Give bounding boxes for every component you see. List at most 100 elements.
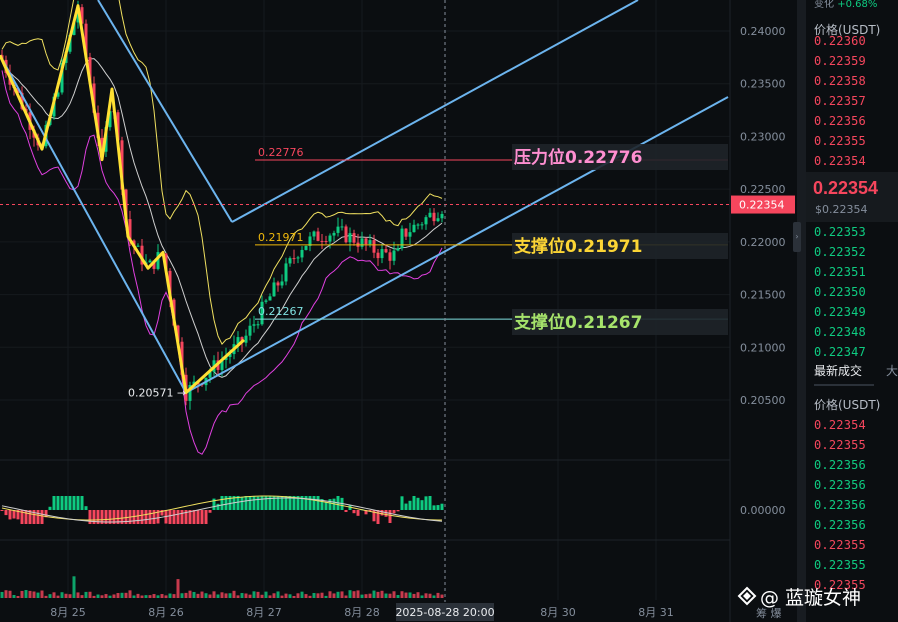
bid-row[interactable]: 0.22347 xyxy=(814,345,866,359)
panel-divider xyxy=(797,0,806,622)
level-tag-box xyxy=(512,233,728,259)
volume-bar xyxy=(344,595,348,598)
trade-row[interactable]: 0.22355 xyxy=(814,438,866,452)
candle-up xyxy=(412,224,416,233)
macd-bar xyxy=(320,499,324,510)
macd-bar xyxy=(48,506,52,510)
trade-row[interactable]: 0.22355 xyxy=(814,538,866,552)
trade-row[interactable]: 0.22354 xyxy=(814,418,866,432)
candle-down xyxy=(404,228,408,237)
volume-bar xyxy=(404,592,408,598)
price-tick-label: 0.21000 xyxy=(740,341,786,354)
macd-bar xyxy=(184,510,188,524)
bid-row[interactable]: 0.22351 xyxy=(814,265,866,279)
macd-bar xyxy=(28,510,32,524)
volume-bar xyxy=(296,593,300,598)
tab-large-trades[interactable]: 大 xyxy=(886,364,898,378)
time-tick-label: 8月 28 xyxy=(344,606,380,619)
macd-bar xyxy=(20,510,24,524)
candle-up xyxy=(348,233,352,243)
trades-header: 价格(USDT) xyxy=(814,398,881,412)
bid-row[interactable]: 0.22348 xyxy=(814,325,866,339)
collapse-handle[interactable]: › xyxy=(793,222,801,252)
candle-down xyxy=(344,226,348,243)
volume-bar xyxy=(388,593,392,598)
trade-row[interactable]: 0.22356 xyxy=(814,518,866,532)
macd-bar xyxy=(420,500,424,510)
bid-row[interactable]: 0.22352 xyxy=(814,245,866,259)
candle-up xyxy=(108,111,112,128)
volume-bar xyxy=(128,590,132,598)
level-value-label: 0.21267 xyxy=(258,305,304,318)
ask-row[interactable]: 0.22359 xyxy=(814,54,866,68)
volume-bar xyxy=(60,592,64,598)
candle-down xyxy=(116,112,120,141)
volume-bar xyxy=(288,594,292,598)
volume-bar xyxy=(336,591,340,598)
candle-down xyxy=(152,260,156,269)
time-tick-label: 8月 27 xyxy=(246,606,282,619)
macd-bar xyxy=(200,510,204,524)
ask-row[interactable]: 0.22355 xyxy=(814,134,866,148)
macd-bar xyxy=(116,510,120,524)
macd-bar xyxy=(96,510,100,524)
candle-up xyxy=(256,324,260,326)
macd-bar xyxy=(380,510,384,516)
volume-bar xyxy=(348,590,352,598)
change-label: 变化 xyxy=(814,0,834,10)
ask-row[interactable]: 0.22358 xyxy=(814,74,866,88)
candle-up xyxy=(440,214,444,219)
zigzag-line: 0.20571 → xyxy=(0,4,246,400)
price-tick-label: 0.20500 xyxy=(740,394,786,407)
candle-up xyxy=(308,236,312,246)
volume-bars xyxy=(0,576,444,598)
ask-row[interactable]: 0.22356 xyxy=(814,114,866,128)
trade-row[interactable]: 0.22356 xyxy=(814,478,866,492)
level-tag-label: 压力位0.22776 xyxy=(514,147,642,168)
volume-bar xyxy=(380,590,384,598)
price-tick-label: 0.21500 xyxy=(740,289,786,302)
trade-row[interactable]: 0.22356 xyxy=(814,498,866,512)
bid-row[interactable]: 0.22349 xyxy=(814,305,866,319)
ask-row[interactable]: 0.22357 xyxy=(814,94,866,108)
volume-bar xyxy=(332,593,336,598)
ask-row[interactable]: 0.22354 xyxy=(814,154,866,168)
current-price-label: 0.22354 xyxy=(739,199,785,212)
macd-bar xyxy=(260,496,264,510)
bid-row[interactable]: 0.22353 xyxy=(814,225,866,239)
mid-price: 0.22354 xyxy=(813,178,879,198)
level-value-label: 0.22776 xyxy=(258,146,304,159)
trade-row[interactable]: 0.22356 xyxy=(814,458,866,472)
volume-bar xyxy=(8,590,12,598)
bid-row[interactable]: 0.22350 xyxy=(814,285,866,299)
trade-row[interactable]: 0.22355 xyxy=(814,578,866,592)
trade-row[interactable]: 0.22355 xyxy=(814,558,866,572)
candle-up xyxy=(400,228,404,249)
ask-row[interactable]: 0.22360 xyxy=(814,34,866,48)
volume-bar xyxy=(56,595,60,598)
mid-price-usd: $0.22354 xyxy=(815,203,868,216)
order-book-panel xyxy=(806,0,898,622)
macd-bar xyxy=(388,510,392,524)
volume-bar xyxy=(88,591,92,598)
macd-histogram xyxy=(0,495,444,524)
candle-down xyxy=(388,252,392,261)
macd-bar xyxy=(212,498,216,510)
candle-up xyxy=(72,22,76,35)
candle-up xyxy=(288,258,292,264)
volume-bar xyxy=(108,595,112,598)
candle-up xyxy=(416,224,420,226)
volume-bar xyxy=(252,591,256,598)
bottom-buttons[interactable]: 筹 爆 xyxy=(756,607,782,620)
macd-bar xyxy=(24,510,28,524)
boll-middle xyxy=(1,58,443,378)
candle-up xyxy=(340,226,344,228)
volume-bar xyxy=(428,593,432,598)
macd-bar xyxy=(52,496,56,510)
level-lines[interactable]: 0.22776 压力位0.22776 0.21971 支撑位0.21971 0.2126… xyxy=(255,144,728,335)
volume-bar xyxy=(400,591,404,598)
volume-bar xyxy=(28,590,32,598)
macd-bar xyxy=(84,506,88,510)
tab-latest-trades[interactable]: 最新成交 xyxy=(814,364,863,378)
